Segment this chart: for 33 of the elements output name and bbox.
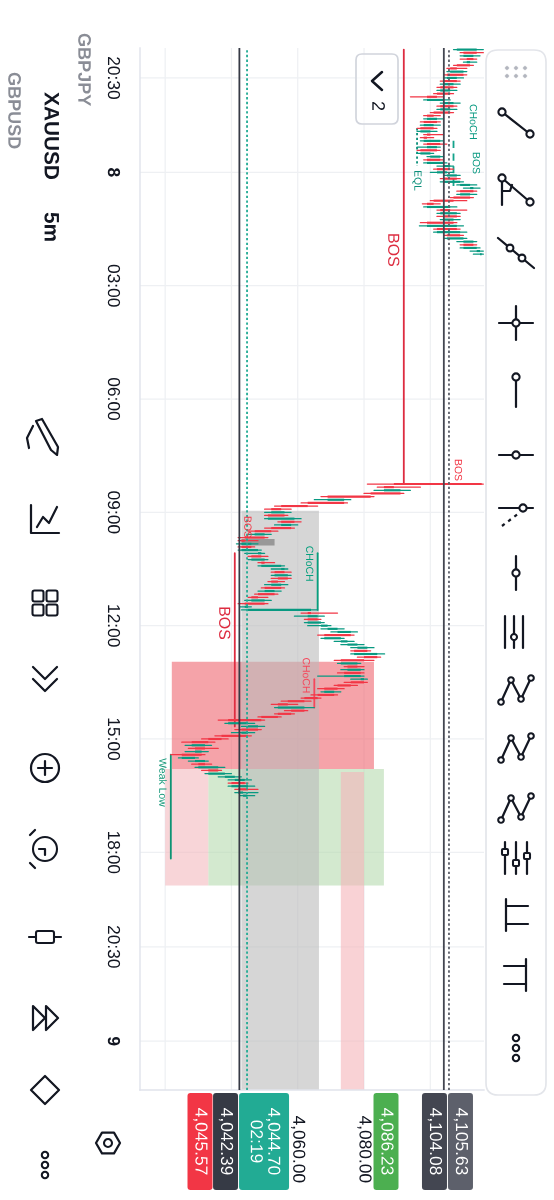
text: CHoCH <box>305 546 314 581</box>
text: CHoCH <box>302 657 311 693</box>
text: 5m <box>44 212 59 241</box>
y-tick-label: 12:00 <box>107 605 121 647</box>
x-tick-label: 4,080.00 <box>357 1115 372 1183</box>
text: Weak Low <box>159 758 167 807</box>
y-tick-label: 9 <box>107 1036 121 1046</box>
text: BOS <box>388 234 400 267</box>
text: XAUUSD <box>44 92 60 180</box>
ref-line-label: 4,042.39 <box>218 1108 234 1175</box>
ref-line-label: 4,104.08 <box>427 1108 443 1175</box>
y-tick-label: 20:30 <box>107 57 121 99</box>
y-tick-label: 8 <box>107 168 121 177</box>
text: 4,086.23 <box>379 1108 394 1175</box>
y-tick-label: 20:30 <box>107 925 121 968</box>
y-tick-label: 18:00 <box>107 831 121 874</box>
annotation: BOS <box>472 152 481 174</box>
annotation: BOS <box>244 516 252 538</box>
annotation: BOS <box>454 459 463 481</box>
ref-line-label: 4,044.70 02:19 <box>250 1108 281 1175</box>
text: EQL <box>412 170 422 191</box>
y-tick-label: 09:00 <box>107 491 121 534</box>
text: BOS <box>219 607 231 640</box>
annotation: 2 <box>372 101 385 111</box>
ref-line-label: 4,105.63 <box>453 1108 469 1175</box>
y-tick-label: 15:00 <box>107 718 121 761</box>
text: 4,045.57 <box>193 1108 208 1175</box>
text: GBPJPY <box>78 33 91 106</box>
text: GBPUSD <box>8 72 21 149</box>
x-tick-label: 4,060.00 <box>291 1115 306 1183</box>
y-tick-label: 06:00 <box>107 377 121 421</box>
annotation: CHoCH <box>469 104 478 140</box>
y-tick-label: 03:00 <box>107 264 121 307</box>
